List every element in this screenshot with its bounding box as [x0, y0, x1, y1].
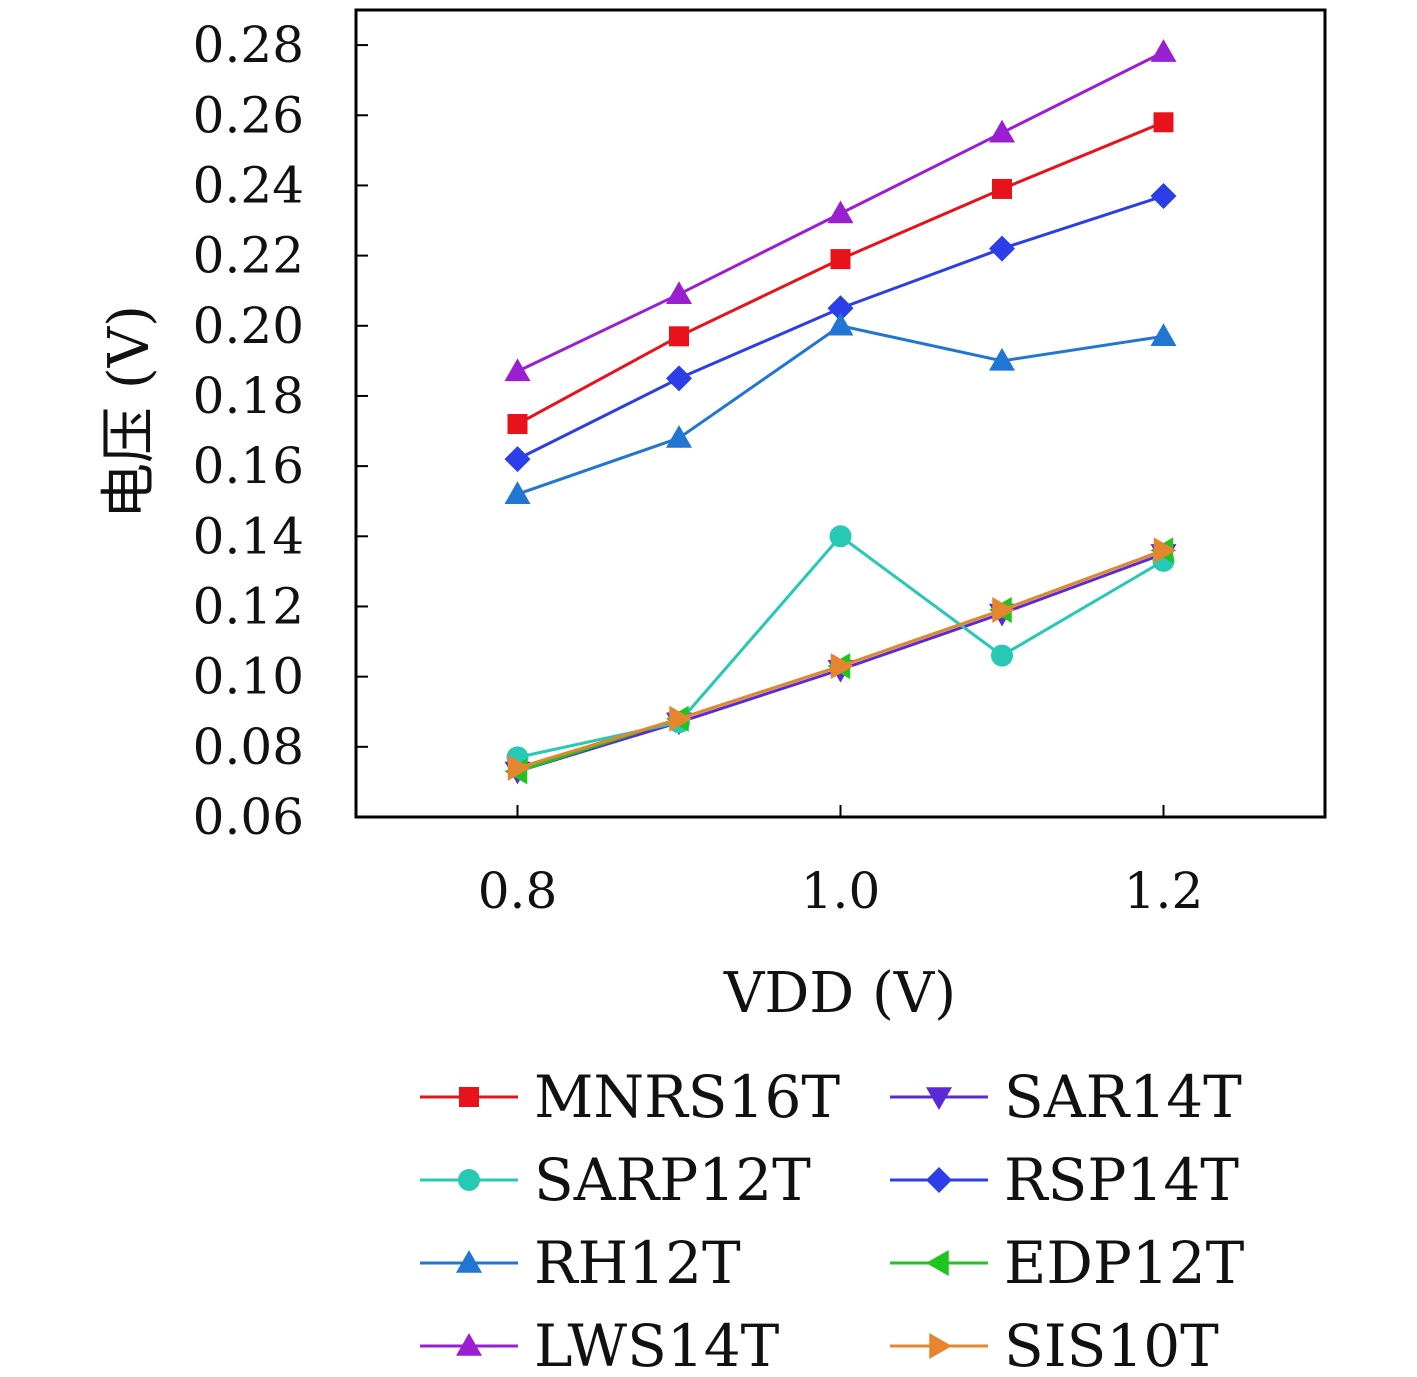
- y-tick-label: 0.16: [193, 437, 304, 495]
- legend: MNRS16T SAR14T SARP12T RSP14T RH12T EDP12T LWS…: [420, 1063, 1245, 1377]
- data-point: [1153, 112, 1174, 133]
- data-point: [669, 705, 692, 732]
- legend-marker: [458, 1169, 480, 1191]
- series-layer: [504, 39, 1177, 785]
- y-tick-label: 0.10: [193, 648, 304, 706]
- data-point: [827, 312, 854, 336]
- x-tick-label: 1.0: [801, 862, 881, 920]
- data-point: [989, 119, 1015, 143]
- data-point: [989, 235, 1015, 262]
- data-point: [666, 425, 692, 448]
- y-tick-label: 0.24: [193, 156, 304, 214]
- legend-item: EDP12T: [890, 1229, 1245, 1297]
- data-point: [992, 596, 1015, 623]
- legend-label: SIS10T: [1004, 1312, 1219, 1377]
- series-rsp14t: [504, 182, 1177, 473]
- legend-label: SARP12T: [534, 1146, 811, 1214]
- y-tick-label: 0.14: [193, 507, 304, 565]
- y-tick-label: 0.08: [193, 718, 304, 776]
- legend-marker: [459, 1087, 479, 1107]
- legend-item: LWS14T: [420, 1312, 780, 1377]
- legend-marker: [926, 1087, 952, 1110]
- data-point: [991, 644, 1013, 667]
- legend-item: RSP14T: [890, 1146, 1239, 1214]
- legend-label: MNRS16T: [534, 1063, 840, 1131]
- legend-label: SAR14T: [1004, 1063, 1242, 1131]
- data-point: [829, 525, 852, 548]
- series-line: [517, 534, 1165, 759]
- data-point: [830, 249, 851, 270]
- data-point: [669, 326, 689, 347]
- data-point: [504, 481, 531, 504]
- data-point: [1153, 537, 1177, 564]
- legend-marker: [456, 1333, 482, 1356]
- legend-item: SAR14T: [890, 1063, 1242, 1131]
- legend-marker: [929, 1333, 952, 1359]
- data-point: [504, 358, 531, 382]
- series-line: [516, 120, 1165, 426]
- legend-label: RH12T: [534, 1229, 741, 1297]
- data-point: [992, 178, 1012, 199]
- y-tick-label: 0.18: [193, 367, 304, 425]
- y-axis-label: 电压 (V): [97, 305, 162, 519]
- x-tick-label: 1.2: [1124, 862, 1204, 920]
- data-point: [666, 281, 692, 304]
- legend-marker: [926, 1167, 952, 1193]
- legend-item: SIS10T: [890, 1312, 1219, 1377]
- y-tick-label: 0.28: [193, 16, 304, 74]
- data-point: [827, 295, 854, 322]
- series-lws14t: [504, 39, 1177, 382]
- legend-label: LWS14T: [534, 1312, 780, 1377]
- legend-item: SARP12T: [420, 1146, 811, 1214]
- data-point: [827, 200, 854, 224]
- series-rh12t: [504, 312, 1177, 504]
- data-point: [507, 754, 531, 781]
- series-sis10t: [507, 537, 1177, 781]
- data-point: [830, 653, 854, 680]
- data-point: [989, 347, 1015, 371]
- series-sarp12t: [506, 525, 1175, 769]
- legend-label: EDP12T: [1004, 1229, 1245, 1297]
- y-tick-label: 0.12: [193, 577, 304, 635]
- data-point: [1150, 39, 1177, 62]
- y-tick-label: 0.20: [193, 297, 304, 355]
- legend-item: RH12T: [420, 1229, 741, 1297]
- axis-ticks: 0.06 0.08 0.10 0.12 0.14 0.16 0.18 0.20 0.22 0.24…: [193, 16, 1204, 920]
- data-point: [1150, 182, 1177, 209]
- y-tick-label: 0.06: [193, 788, 304, 846]
- series-mnrs16t: [507, 112, 1174, 435]
- y-tick-label: 0.22: [193, 227, 304, 285]
- x-axis-label: VDD (V): [723, 961, 956, 1026]
- legend-marker: [926, 1250, 949, 1276]
- data-point: [1150, 323, 1177, 347]
- data-point: [507, 414, 528, 435]
- data-point: [504, 446, 531, 473]
- y-tick-label: 0.26: [193, 86, 304, 144]
- legend-marker: [456, 1250, 482, 1273]
- x-tick-label: 0.8: [478, 862, 558, 920]
- legend-item: MNRS16T: [420, 1063, 840, 1131]
- plot-frame: [354, 8, 1327, 819]
- legend-label: RSP14T: [1004, 1146, 1239, 1214]
- data-point: [666, 365, 692, 392]
